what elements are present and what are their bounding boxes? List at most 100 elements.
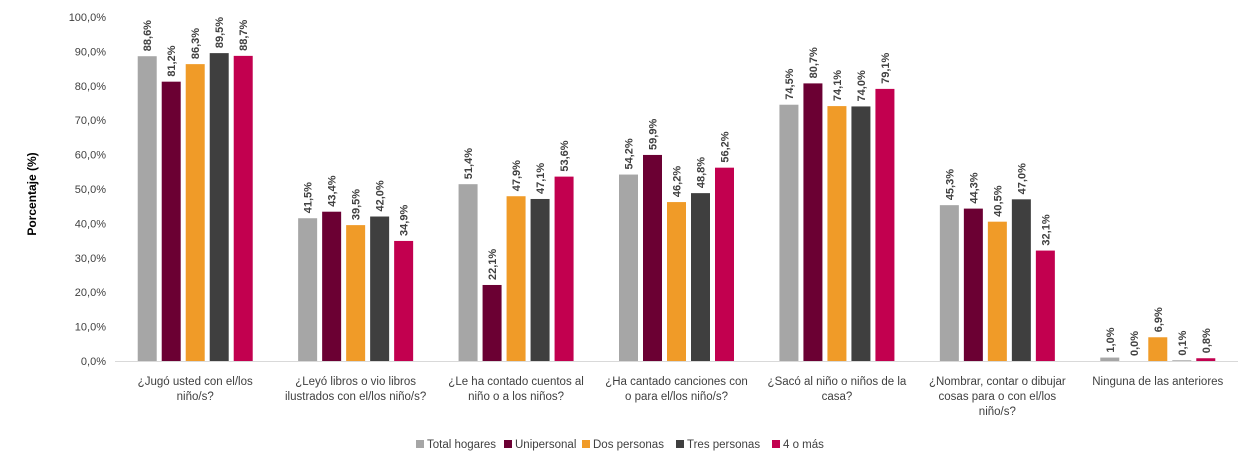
legend-label: 4 o más	[783, 439, 824, 451]
bar	[530, 198, 550, 361]
data-label: 79,1%	[880, 52, 892, 83]
data-label: 39,5%	[351, 189, 363, 220]
bar	[963, 208, 983, 361]
bar	[1196, 358, 1216, 361]
category-label-line: casa?	[822, 391, 853, 403]
bars	[137, 53, 1216, 362]
bar	[482, 284, 502, 361]
category-label-line: o para el/los niño/s?	[625, 391, 728, 403]
data-label: 80,7%	[808, 47, 820, 78]
category-label: ¿Sacó al niño o niños de la casa?	[768, 376, 907, 403]
data-labels: 88,6% 81,2% 86,3% 89,5% 88,7% 41,5% 43,4% 39,5%…	[142, 17, 1213, 356]
bar	[987, 221, 1007, 361]
category-label-line: niño/s?	[979, 406, 1016, 418]
legend-swatch	[582, 440, 590, 448]
bar	[554, 176, 574, 361]
data-label: 59,9%	[648, 119, 660, 150]
bar	[161, 81, 181, 361]
bar	[667, 202, 686, 361]
bar	[691, 193, 710, 361]
y-tick-label: 0,0%	[81, 356, 106, 368]
y-tick-label: 90,0%	[75, 46, 106, 58]
bar	[370, 216, 390, 361]
category-label: Ninguna de las anteriores	[1092, 376, 1223, 388]
y-tick-label: 10,0%	[75, 322, 106, 334]
data-label: 22,1%	[487, 249, 499, 280]
data-label: 6,9%	[1153, 307, 1165, 332]
data-label: 89,5%	[214, 17, 226, 48]
bar	[185, 64, 205, 362]
legend-swatch	[504, 440, 512, 448]
data-label: 56,2%	[720, 131, 732, 162]
y-axis-title: Porcentaje (%)	[25, 152, 39, 235]
category-label: ¿Nombrar, contar o dibujar cosas para o c…	[929, 376, 1066, 418]
data-label: 74,5%	[784, 68, 796, 99]
bar	[1035, 250, 1055, 361]
legend-swatch	[676, 440, 684, 448]
y-tick-label: 100,0%	[69, 12, 107, 24]
bar	[939, 205, 959, 361]
data-label: 88,7%	[238, 19, 250, 50]
data-label: 43,4%	[327, 175, 339, 206]
y-tick-label: 50,0%	[75, 184, 106, 196]
legend: Total hogares Unipersonal Dos personas Tres…	[416, 439, 824, 451]
bar	[137, 56, 157, 361]
data-label: 46,2%	[672, 166, 684, 197]
legend-label: Unipersonal	[515, 439, 576, 451]
category-label-line: ¿Le ha contado cuentos al	[448, 376, 584, 388]
bar	[619, 174, 638, 361]
data-label: 86,3%	[190, 28, 202, 59]
bar	[851, 106, 871, 361]
bar	[779, 104, 799, 361]
bar	[233, 55, 253, 361]
data-label: 0,1%	[1177, 330, 1189, 355]
y-tick-label: 60,0%	[75, 150, 106, 162]
legend-swatch	[416, 440, 424, 448]
bar	[506, 196, 526, 361]
data-label: 74,0%	[856, 70, 868, 101]
category-labels: ¿Jugó usted con el/los niño/s? ¿Leyó libro…	[138, 376, 1224, 418]
data-label: 0,0%	[1129, 331, 1141, 356]
bar	[1100, 357, 1120, 361]
legend-label: Dos personas	[593, 439, 664, 451]
data-label: 47,9%	[511, 160, 523, 191]
data-label: 40,5%	[992, 185, 1004, 216]
data-label: 88,6%	[142, 20, 154, 51]
category-label-line: ¿Nombrar, contar o dibujar	[929, 376, 1066, 388]
data-label: 1,0%	[1105, 327, 1117, 352]
category-label: ¿Ha cantado canciones con o para el/los n…	[605, 376, 748, 403]
data-label: 0,8%	[1201, 328, 1213, 353]
data-label: 44,3%	[968, 172, 980, 203]
category-label-line: ¿Leyó libros o vio libros	[295, 376, 416, 388]
bar	[643, 154, 662, 361]
category-label-line: cosas para o con el/los	[939, 391, 1057, 403]
y-tick-label: 40,0%	[75, 218, 106, 230]
data-label: 74,1%	[832, 70, 844, 101]
category-label-line: ¿Sacó al niño o niños de la	[768, 376, 907, 388]
y-axis-ticks: 0,0% 10,0% 20,0% 30,0% 40,0% 50,0% 60,0% 70,0% 8…	[69, 12, 107, 368]
bar	[209, 53, 229, 362]
category-label-line: niño/s?	[177, 391, 214, 403]
y-tick-label: 30,0%	[75, 253, 106, 265]
category-label: ¿Le ha contado cuentos al niño o a los ni…	[448, 376, 584, 403]
bar	[458, 184, 478, 361]
category-label-line: ilustrados con el/los niño/s?	[285, 391, 426, 403]
data-label: 42,0%	[375, 180, 387, 211]
category-label-line: ¿Jugó usted con el/los	[138, 376, 253, 388]
data-label: 47,0%	[1016, 163, 1028, 194]
bar	[1148, 337, 1168, 361]
data-label: 41,5%	[303, 182, 315, 213]
data-label: 47,1%	[535, 163, 547, 194]
bar	[322, 211, 342, 361]
data-label: 51,4%	[463, 148, 475, 179]
data-label: 81,2%	[166, 45, 178, 76]
bar	[346, 225, 366, 361]
data-label: 32,1%	[1040, 214, 1052, 245]
bar	[803, 83, 823, 361]
data-label: 53,6%	[559, 140, 571, 171]
category-label-line: ¿Ha cantado canciones con	[605, 376, 748, 388]
data-label: 54,2%	[624, 138, 636, 169]
data-label: 48,8%	[696, 157, 708, 188]
bar	[1011, 199, 1031, 361]
